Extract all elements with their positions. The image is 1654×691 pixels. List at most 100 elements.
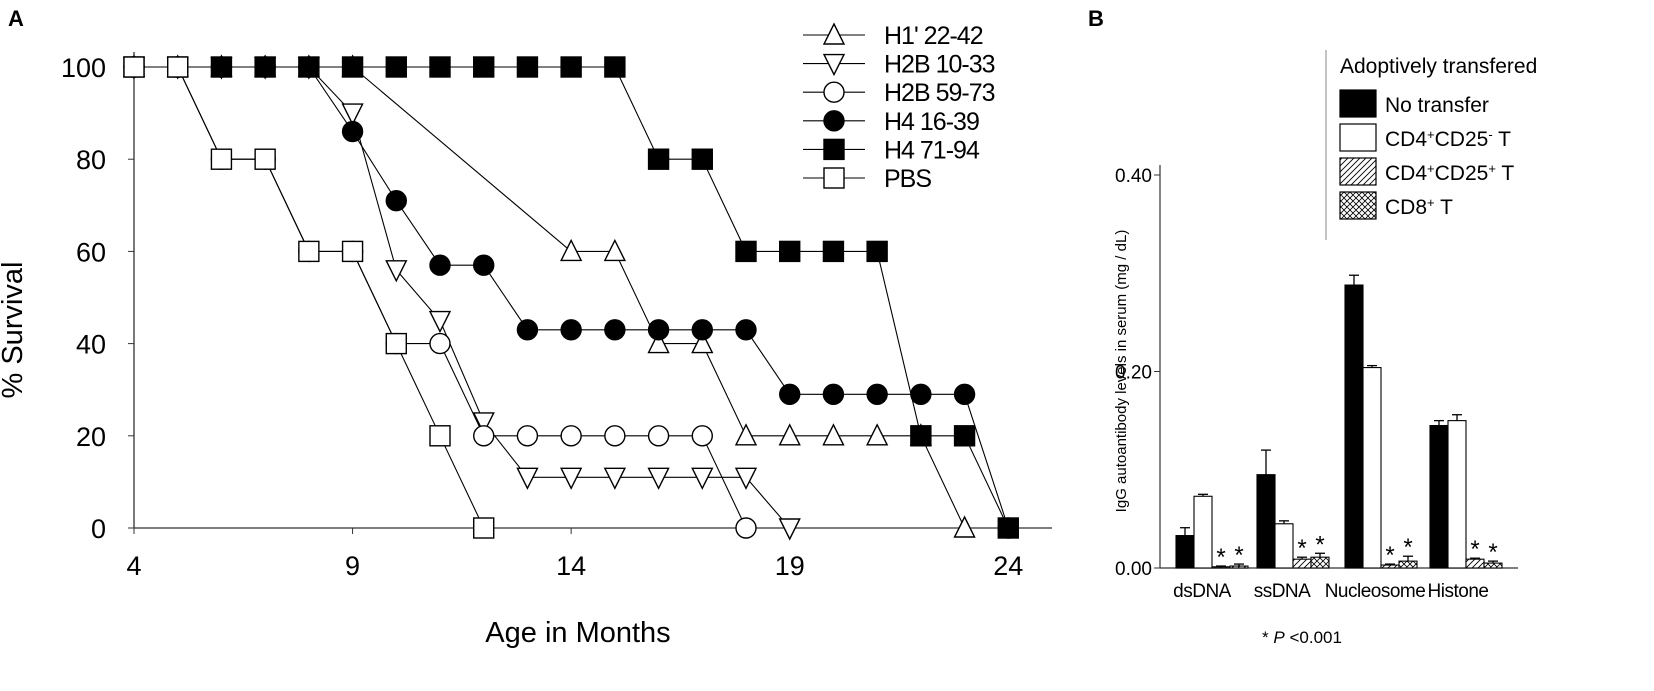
legend-label-part: CD4 [1385, 128, 1427, 151]
data-point [604, 319, 626, 341]
significance-star: * [1216, 544, 1225, 571]
data-point [385, 260, 408, 283]
panel-a-label: A [8, 6, 24, 31]
series-h2b-59-73 [123, 56, 757, 539]
data-point [691, 425, 713, 447]
significance-star: * [1315, 531, 1324, 558]
legend-marker [823, 167, 845, 189]
axis-ticks: 0.00 0.20 0.40 dsDNA ssDNA Nucleosome Histone [1115, 166, 1489, 602]
y-tick-label: 20 [76, 422, 106, 452]
data-point [516, 467, 539, 490]
data-point [385, 56, 407, 78]
data-point [429, 425, 451, 447]
footnote-p: P [1273, 628, 1285, 647]
data-point [691, 331, 714, 354]
data-point [647, 148, 670, 170]
legend-label: H1' 22-42 [884, 22, 983, 50]
significance-star: * [1403, 534, 1412, 561]
data-point [429, 56, 451, 78]
y-axis-label: % Survival [0, 262, 29, 399]
significance-star: * [1470, 536, 1479, 563]
x-tick-label: 24 [993, 551, 1023, 581]
bar [1447, 420, 1467, 569]
data-point [997, 517, 1019, 539]
data-point [735, 517, 757, 539]
data-point [472, 412, 495, 435]
data-point [560, 56, 582, 78]
legend-swatch [1339, 89, 1377, 118]
legend-label-part: + [1427, 195, 1435, 210]
data-point [866, 240, 888, 263]
legend-marker [822, 22, 846, 45]
y-tick-label: 0.00 [1115, 559, 1152, 580]
data-point [603, 467, 626, 490]
data-point [473, 56, 495, 78]
data-point [779, 240, 801, 263]
x-tick-label: 19 [775, 551, 805, 581]
data-point [603, 238, 626, 262]
series-line [134, 66, 966, 529]
bar [1256, 474, 1276, 569]
data-point [473, 254, 495, 276]
series-h1-22-42 [122, 54, 976, 538]
data-point [822, 383, 845, 406]
legend-label-part: CD25 [1435, 128, 1489, 151]
data-point [473, 517, 495, 539]
legend-label-part: CD25 [1435, 162, 1489, 185]
significance-star: * [1385, 542, 1394, 569]
x-category-label: Histone [1428, 581, 1489, 602]
legend-label-part: T [1493, 128, 1511, 151]
data-point [778, 518, 801, 541]
legend-label-part: No transfer [1385, 94, 1489, 117]
data-point [735, 240, 757, 263]
data-point [734, 467, 758, 490]
data-point [429, 254, 451, 276]
legend-label-part: T [1496, 162, 1514, 185]
legend-swatch [1339, 123, 1377, 152]
data-point [428, 310, 452, 334]
x-tick-label: 4 [126, 551, 141, 581]
series-pbs [123, 56, 495, 539]
x-tick-label: 9 [345, 551, 360, 581]
data-point [647, 319, 670, 341]
legend-label-part: - [1488, 127, 1492, 142]
legend-entry: CD8+ T [1339, 191, 1453, 220]
x-axis-label: Age in Months [485, 617, 670, 649]
legend-entry: H4 71-94 [803, 136, 981, 164]
x-tick-label: 14 [556, 551, 586, 581]
legend-entry: H1' 22-42 [803, 22, 984, 50]
legend-entry: H2B 10-33 [803, 51, 996, 79]
significance-star: * [1234, 542, 1243, 569]
legend-label-part: + [1427, 161, 1435, 176]
bar [1362, 367, 1382, 569]
data-point [822, 240, 845, 263]
data-point [647, 425, 670, 447]
legend-label: H4 16-39 [884, 108, 979, 136]
significance-star: * [1297, 535, 1306, 562]
legend-entry: No transfer [1339, 89, 1489, 118]
data-point [866, 423, 889, 446]
data-point [778, 423, 801, 446]
series-line [134, 66, 485, 529]
data-point [560, 238, 583, 262]
y-tick-label: 0 [91, 514, 106, 544]
series-line [134, 66, 1009, 529]
legend-entry: H2B 59-73 [803, 79, 996, 107]
bar [1193, 495, 1213, 569]
axis-ticks: 0 20 40 60 80 100 4 9 14 19 24 [61, 53, 1023, 581]
legend-label: H4 71-94 [884, 136, 980, 164]
x-category-label: dsDNA [1173, 581, 1232, 602]
bar [1344, 284, 1364, 569]
survival-chart: 0 20 40 60 80 100 4 9 14 19 24 Age in Months % Sur… [0, 22, 1052, 649]
legend-label-part: T [1435, 196, 1453, 219]
data-point [691, 148, 713, 170]
data-point [341, 103, 364, 126]
data-point [516, 319, 539, 341]
data-point [298, 240, 320, 263]
y-tick-label: 40 [76, 330, 106, 360]
data-point [735, 319, 757, 341]
x-category-label: Nucleosome [1325, 581, 1426, 602]
data-point [385, 332, 407, 355]
